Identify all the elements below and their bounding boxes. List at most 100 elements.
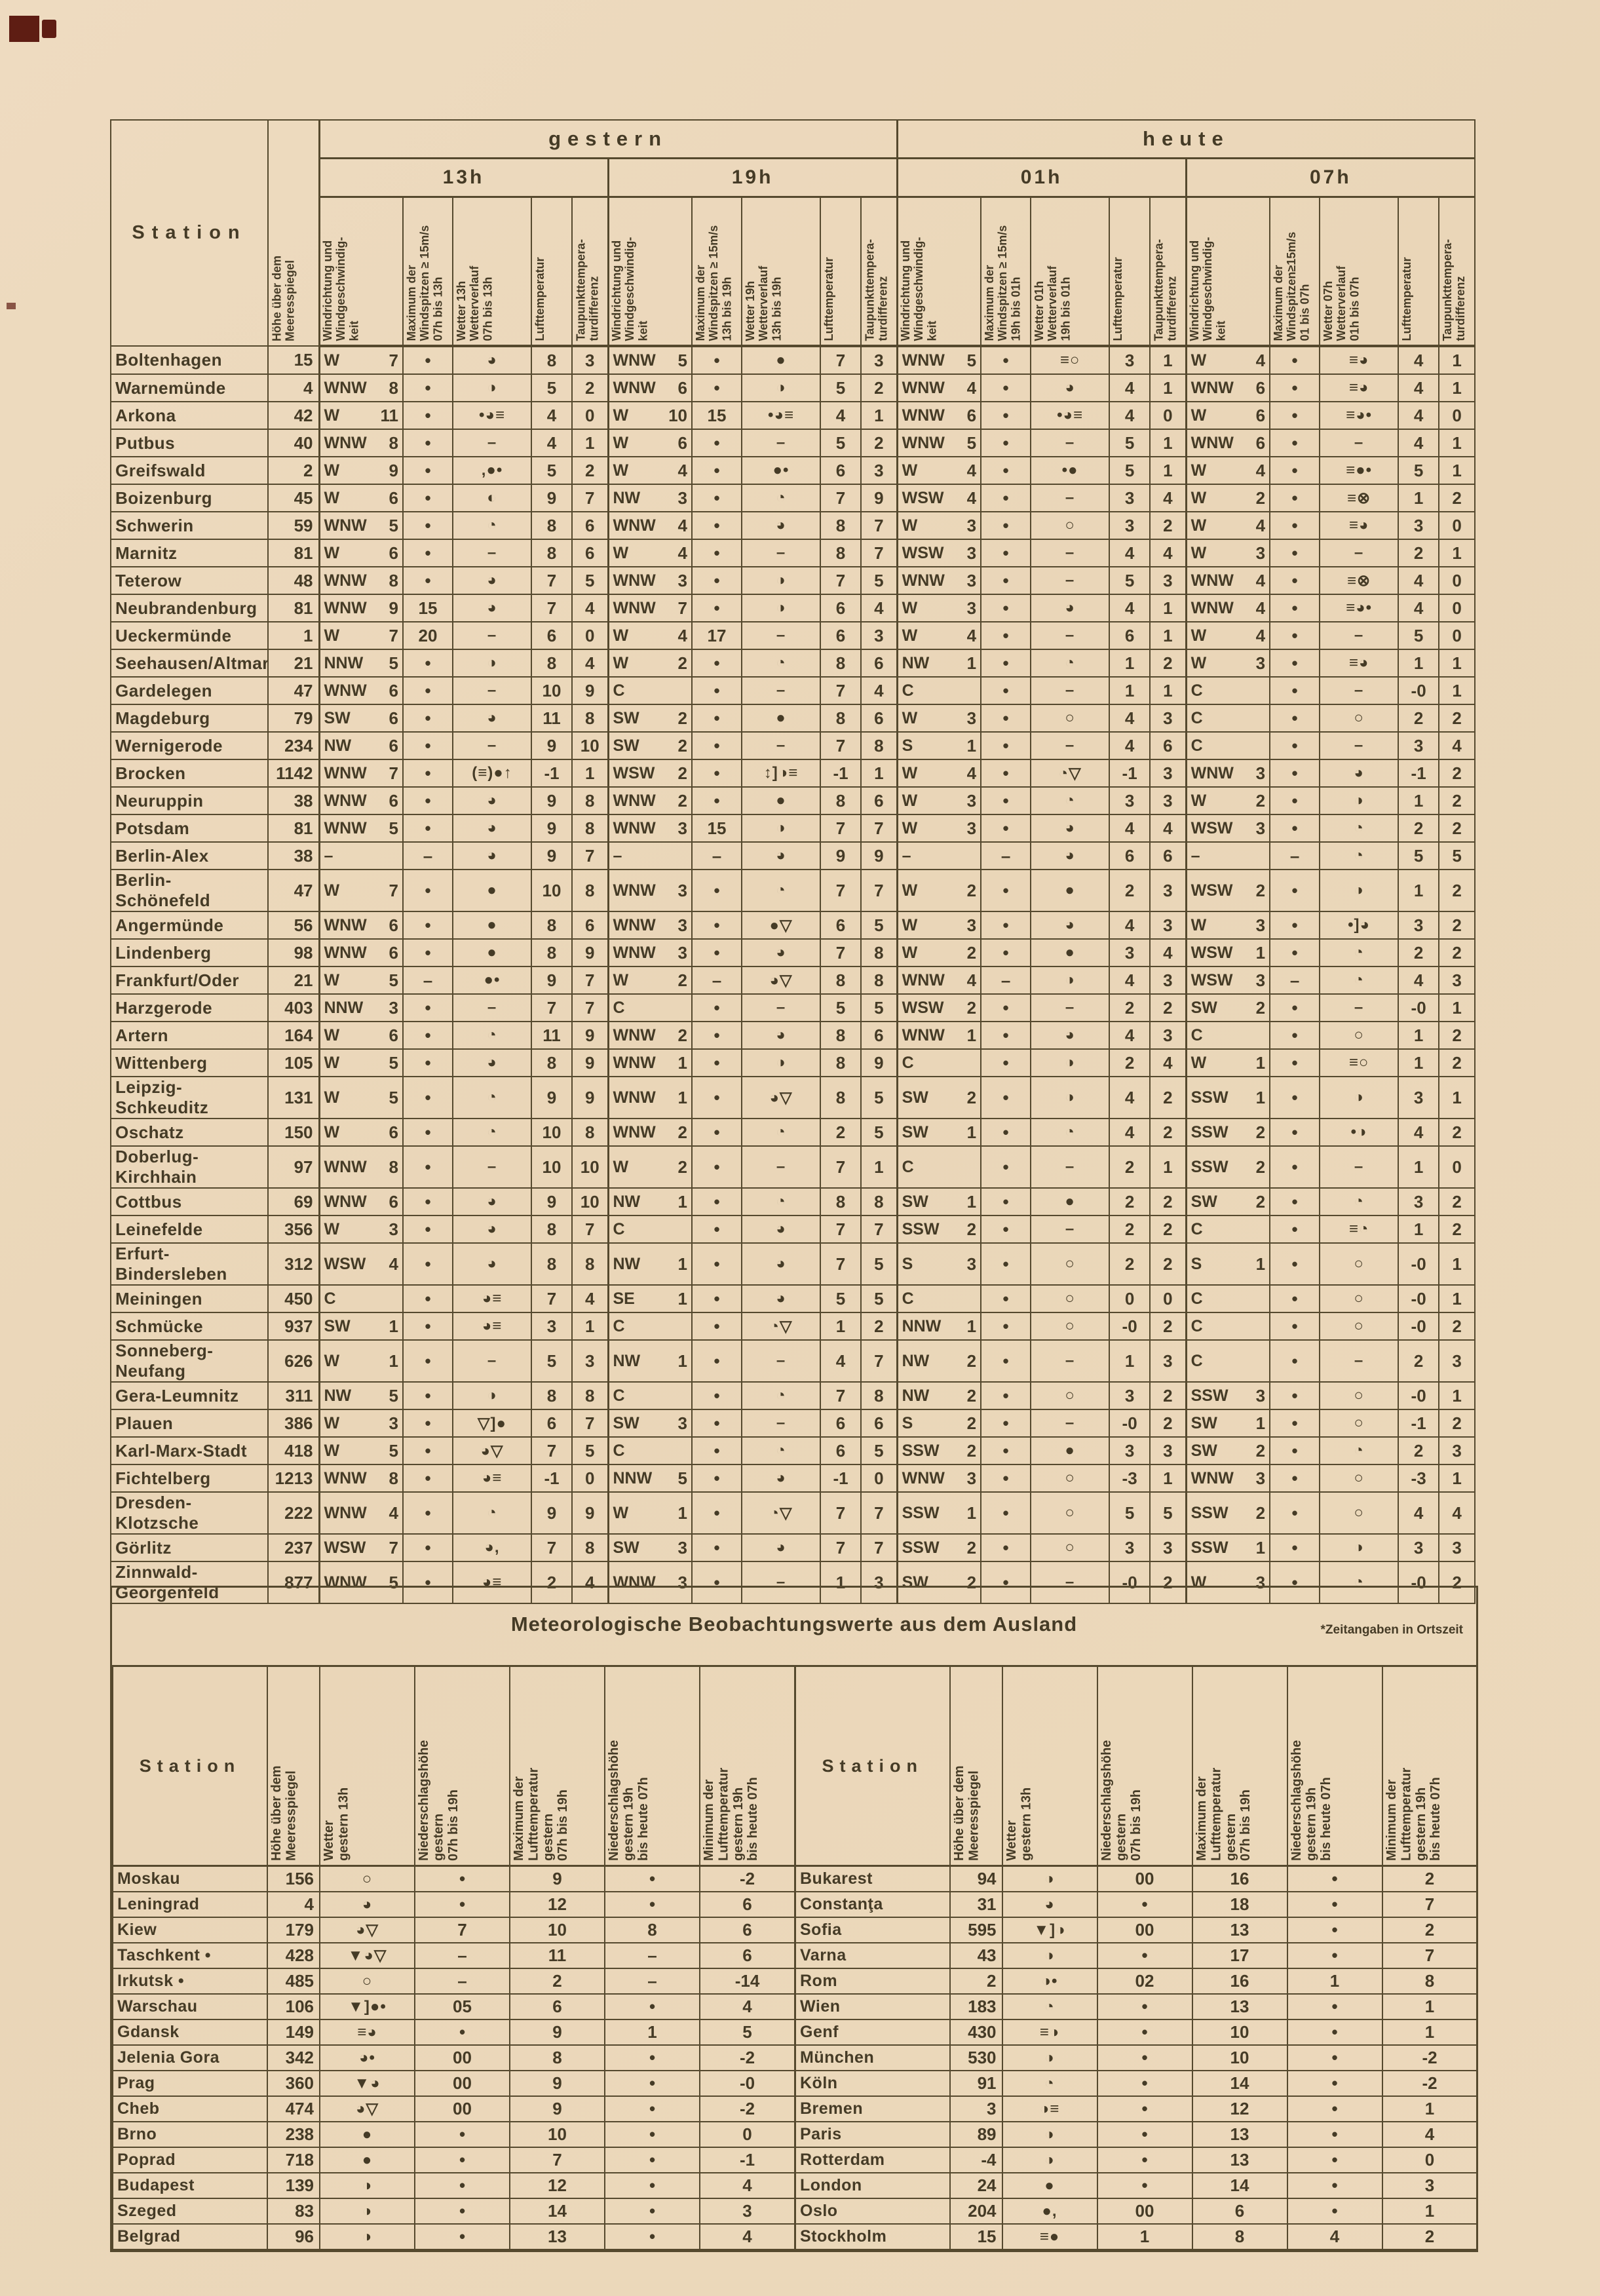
- precip-day-cell: 00: [414, 2070, 510, 2097]
- gust-cell: •: [691, 1464, 742, 1493]
- temperature-cell: 5: [1398, 841, 1440, 870]
- gust-cell: •: [1269, 429, 1321, 457]
- temperature-cell: 8: [820, 649, 862, 678]
- station-name: Marnitz: [110, 539, 269, 567]
- weather-symbol-cell: ,●•: [452, 456, 532, 485]
- min-temp-cell: -2: [1381, 2070, 1478, 2097]
- weather-symbol-cell: ○: [1030, 1242, 1111, 1286]
- dewpoint-diff-cell: 1: [1438, 539, 1476, 567]
- dewpoint-diff-cell: 1: [1438, 1242, 1476, 1286]
- weather-symbol-cell: ●,: [1001, 2198, 1098, 2225]
- precip-day-cell: •: [1096, 2019, 1193, 2046]
- station-height: -4: [949, 2147, 1003, 2173]
- dewpoint-diff-cell: 2: [1149, 1242, 1187, 1286]
- precip-day-cell: 7: [414, 1917, 510, 1943]
- station-height: 91: [949, 2070, 1003, 2097]
- wind-speed: 7: [389, 625, 398, 645]
- wind-cell: WNW 5: [318, 814, 404, 843]
- temperature-cell: 5: [820, 1284, 862, 1313]
- temperature-cell: 8: [531, 345, 573, 375]
- temperature-cell: 2: [1109, 1187, 1151, 1216]
- dewpoint-diff-cell: 6: [860, 649, 898, 678]
- wind-direction: W: [324, 406, 340, 425]
- dewpoint-diff-cell: 1: [1149, 676, 1187, 705]
- temperature-cell: 10: [531, 1145, 573, 1189]
- wind-cell: SSW 2: [1185, 1118, 1271, 1147]
- weather-symbol-cell: •◑: [1319, 1118, 1400, 1147]
- wind-speed: 3: [966, 790, 977, 811]
- temperature-cell: 1: [1109, 676, 1151, 705]
- weather-symbol-cell: ◕: [1001, 1891, 1098, 1918]
- station-row: Doberlug-Kirchhain 97 WNW 8 • –10 10 W 2 • –7 1 C • –2…: [110, 1145, 1476, 1189]
- temperature-cell: 2: [1109, 1215, 1151, 1244]
- dewpoint-diff-cell: 7: [571, 966, 609, 995]
- temperature-cell: 3: [1398, 1076, 1440, 1119]
- dewpoint-diff-cell: 4: [1438, 1491, 1476, 1535]
- wind-direction: W: [613, 1503, 629, 1522]
- weather-symbol-cell: ≡◕: [319, 2019, 415, 2046]
- max-temp-cell: 18: [1191, 1891, 1288, 1918]
- dewpoint-diff-cell: 1: [1438, 429, 1476, 457]
- wind-speed: 3: [966, 1468, 977, 1488]
- weather-symbol-cell: ≡●•: [1319, 456, 1400, 485]
- wind-cell: –: [318, 841, 404, 870]
- wind-cell: SW 2: [607, 704, 693, 733]
- max-temp-cell: 8: [1191, 2223, 1288, 2250]
- weather-symbol-cell: ○: [1319, 1491, 1400, 1535]
- weather-symbol-cell: –: [741, 539, 821, 567]
- dewpoint-diff-cell: 2: [860, 429, 898, 457]
- station-name: Szeged: [112, 2198, 268, 2225]
- weather-symbol-cell: ●: [1030, 1436, 1111, 1465]
- temperature-cell: -3: [1398, 1464, 1440, 1493]
- temperature-cell: 1: [1398, 1048, 1440, 1077]
- station-row: Sonneberg-Neufang 626 W 1 • –5 3 NW 1 • –4 7 NW 2 • –1 3…: [110, 1339, 1476, 1383]
- wind-cell: –: [896, 841, 982, 870]
- wind-direction: WNW: [902, 378, 945, 397]
- wind-direction: WNW: [324, 598, 367, 617]
- min-temp-cell: -14: [699, 1968, 795, 1995]
- station-height: 24: [949, 2172, 1003, 2199]
- precip-day-cell: •: [414, 2147, 510, 2173]
- precip-day-cell: –: [414, 1968, 510, 1995]
- temperature-cell: 2: [1398, 1339, 1440, 1383]
- min-temp-cell: 3: [699, 2198, 795, 2225]
- station-name: Brocken: [110, 759, 269, 788]
- wind-direction: W: [1190, 516, 1207, 535]
- max-temp-cell: 9: [509, 2070, 605, 2097]
- precip-night-cell: •: [604, 2223, 700, 2250]
- temperature-header: Lufttemperatur: [531, 197, 572, 346]
- station-height: 79: [267, 704, 320, 733]
- dewpoint-diff-cell: 4: [571, 1561, 609, 1604]
- weather-symbol-cell: –: [452, 429, 532, 457]
- gust-cell: •: [691, 759, 742, 788]
- weather-symbol-cell: ◔: [1001, 2070, 1098, 2097]
- station-height: 222: [267, 1491, 320, 1535]
- weather-symbol-cell: ○: [1319, 1284, 1400, 1313]
- temperature-cell: 4: [1109, 731, 1151, 760]
- dewpoint-diff-cell: 5: [860, 1242, 898, 1286]
- min-temp-cell: 1: [1381, 2019, 1478, 2046]
- min-temp-cell: 4: [699, 2223, 795, 2250]
- precip-night-cell: •: [604, 2198, 700, 2225]
- weather-header: Wetter 19h Wetterverlauf 13h bis 19h: [742, 197, 820, 346]
- temperature-cell: 6: [1109, 841, 1151, 870]
- weather-symbol-cell: –: [1030, 484, 1111, 512]
- wind-direction: C: [324, 1289, 336, 1308]
- wind-direction: NW: [902, 1351, 930, 1370]
- gust-cell: •: [1269, 539, 1321, 567]
- station-row: Oschatz 150 W 6 • ◔ 10 8 WNW 2 • ◔ 2 5 SW 1 • ◔ 4 2 SSW 2 • •◑ 4…: [110, 1118, 1476, 1147]
- gust-cell: –: [691, 966, 742, 995]
- gust-cell: •: [402, 566, 453, 595]
- wind-direction: NNW: [902, 1316, 942, 1335]
- station-row: Görlitz 237 WSW 7 • ◕, 7 8 SW 3 • ◕ 7 7 SSW 2 • ○ 3 3 SSW 1 • ◑…: [110, 1533, 1476, 1562]
- wind-direction: W: [1190, 406, 1207, 425]
- gust-header: Maximum der Windspitzen≥15m/s 01 bis 07h: [1270, 197, 1320, 346]
- gust-cell: •: [980, 814, 1032, 843]
- wind-speed: 2: [966, 997, 977, 1018]
- wind-direction: WNW: [902, 406, 945, 425]
- station-row: Wernigerode 234 NW 6 • –9 10 SW 2 • –7 8 S 1 • –4 6 C • –3 4: [110, 731, 1476, 760]
- weather-symbol-cell: ◑: [741, 373, 821, 402]
